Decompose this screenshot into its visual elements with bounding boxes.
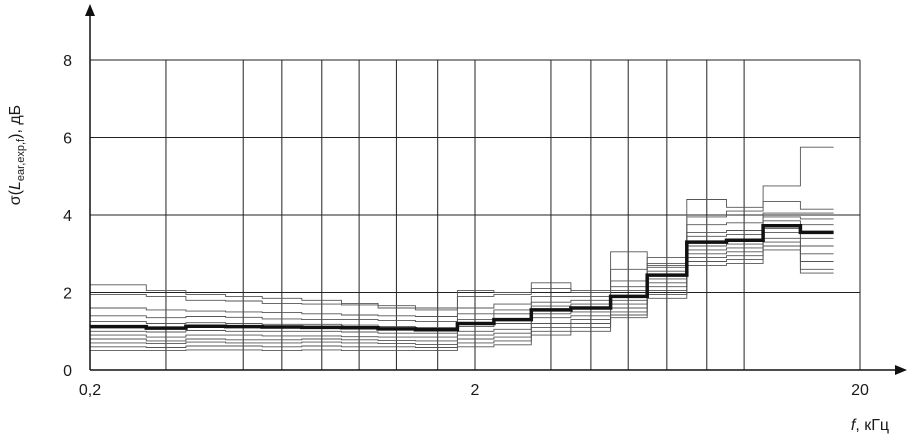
series-individual-line [90,249,834,352]
x-tick-label: 2 [471,382,480,399]
series-individual-line [90,241,834,345]
x-axis-label: f, кГц [851,417,889,434]
y-tick-label: 4 [63,208,72,225]
y-tick-label: 0 [63,363,72,380]
x-tick-label: 20 [851,382,869,399]
x-tick-label: 0,2 [79,382,101,399]
series-individual-line [90,245,834,348]
y-axis-label: σ(Lear,exp,f), дБ [7,105,27,205]
series-individual-line [90,200,834,311]
series-layer [90,146,834,352]
series-mean-line [90,224,834,332]
y-tick-label: 2 [63,286,72,303]
y-tick-label: 6 [63,131,72,148]
series-individual-line [90,216,834,323]
series-individual-line [90,228,834,334]
y-tick-label: 8 [63,53,72,70]
x-axis-arrow-icon [895,365,907,375]
series-individual-line [90,212,834,317]
series-individual-line [90,231,834,338]
series-individual-line [90,237,834,342]
series-individual-line [90,146,834,309]
grid-lines [90,59,861,370]
axes [85,4,907,375]
y-axis-arrow-icon [85,4,95,16]
tick-labels: 0 2 4 6 8 0,2 2 20 [63,53,869,399]
